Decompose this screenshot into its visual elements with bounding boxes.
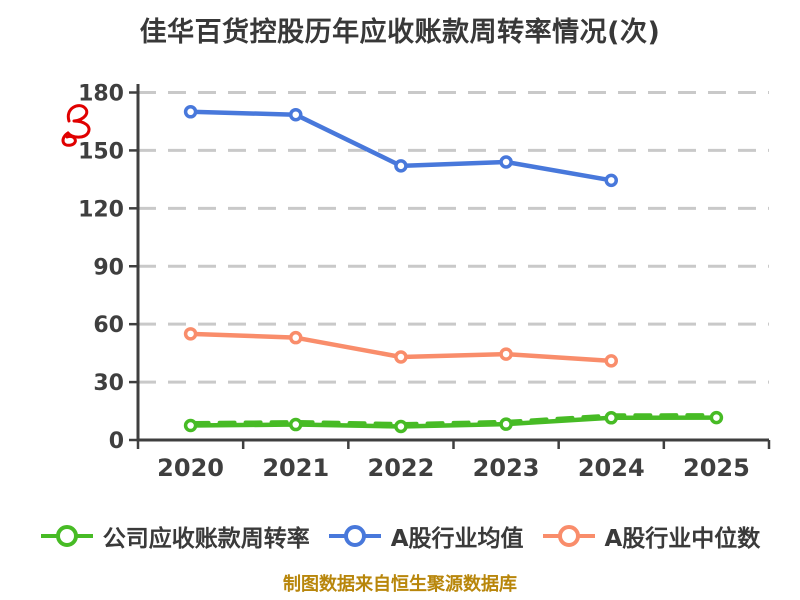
- data-point-marker: [394, 159, 408, 173]
- data-point-marker: [289, 330, 303, 345]
- line-marker-icon: [328, 525, 381, 547]
- red-scribble-annotation: [61, 104, 91, 147]
- data-point-marker: [499, 417, 513, 431]
- data-point-marker: [604, 411, 618, 425]
- legend-label-industry-mean: A股行业均值: [390, 526, 524, 552]
- legend-item-industry-median: A股行业中位数: [542, 519, 761, 553]
- data-point-marker: [499, 155, 513, 169]
- series-line-sketch-overlay: [191, 413, 722, 426]
- legend-item-industry-mean: A股行业均值: [328, 519, 524, 553]
- data-point-marker: [183, 418, 198, 433]
- x-tick-label: 2023: [473, 454, 540, 482]
- x-tick-label: 2020: [157, 454, 224, 482]
- legend-label-industry-median: A股行业中位数: [604, 526, 761, 552]
- data-point-marker: [394, 419, 408, 434]
- data-point-marker: [709, 410, 724, 425]
- y-tick-label: 30: [93, 371, 124, 396]
- chart-title: 佳华百货控股历年应收账款周转率情况(次): [139, 17, 661, 48]
- y-tick-label: 60: [93, 313, 124, 338]
- x-tick-label: 2021: [262, 454, 329, 482]
- data-point-marker: [183, 105, 198, 119]
- data-point-marker: [604, 173, 618, 188]
- data-point-marker: [289, 107, 303, 122]
- plot-area: 0 30 60 90 120 150 180 2020 2021 2022 2023 2024 2025: [78, 82, 771, 482]
- data-point-marker: [289, 417, 303, 432]
- data-point-marker: [499, 347, 513, 361]
- series-line: [188, 415, 719, 429]
- y-tick-label: 120: [78, 197, 124, 222]
- y-tick-label: 180: [78, 82, 124, 107]
- line-marker-icon: [40, 525, 93, 547]
- x-tick-label: 2022: [368, 454, 435, 482]
- x-tick-label: 2025: [683, 454, 750, 482]
- y-tick-label: 90: [93, 255, 124, 280]
- data-point-marker: [183, 327, 198, 341]
- line-marker-icon: [542, 525, 595, 547]
- legend: 公司应收账款周转率 A股行业均值 A股行业中位数: [0, 518, 800, 554]
- x-tick-label: 2024: [578, 454, 645, 482]
- legend-item-company-turnover: 公司应收账款周转率: [40, 519, 310, 553]
- y-tick-label: 150: [78, 139, 124, 164]
- data-source-note: 制图数据来自恒生聚源数据库: [283, 574, 517, 595]
- data-point-marker: [394, 350, 408, 364]
- data-point-marker: [604, 354, 618, 368]
- y-tick-label: 0: [109, 429, 124, 454]
- legend-label-company-turnover: 公司应收账款周转率: [102, 526, 310, 552]
